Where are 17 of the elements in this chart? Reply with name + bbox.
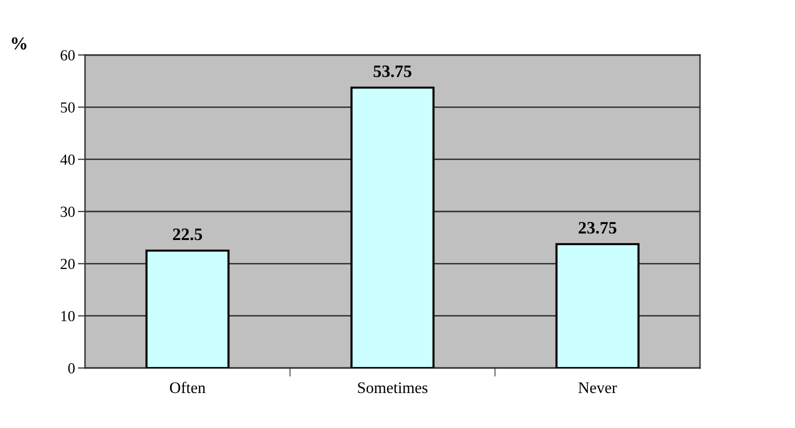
data-label: 22.5 [173,228,202,240]
bar [145,250,230,368]
data-label: 53.75 [374,65,412,78]
y-tick-label: 50 [60,102,75,113]
x-tick-label: Often [170,382,206,394]
y-tick-label: 20 [60,258,75,270]
bar [555,243,640,368]
x-tick-label: Never [578,382,617,394]
data-label: 23.75 [578,222,616,234]
y-tick-label: 10 [61,310,75,322]
y-tick-label: 60 [60,50,75,60]
y-tick-label: 30 [60,206,75,217]
y-axis-title: % [12,37,26,50]
y-tick-label: 0 [68,363,75,374]
x-tick-label: Sometimes [358,382,428,394]
bar [350,86,435,368]
y-tick-label: 40 [60,154,75,165]
